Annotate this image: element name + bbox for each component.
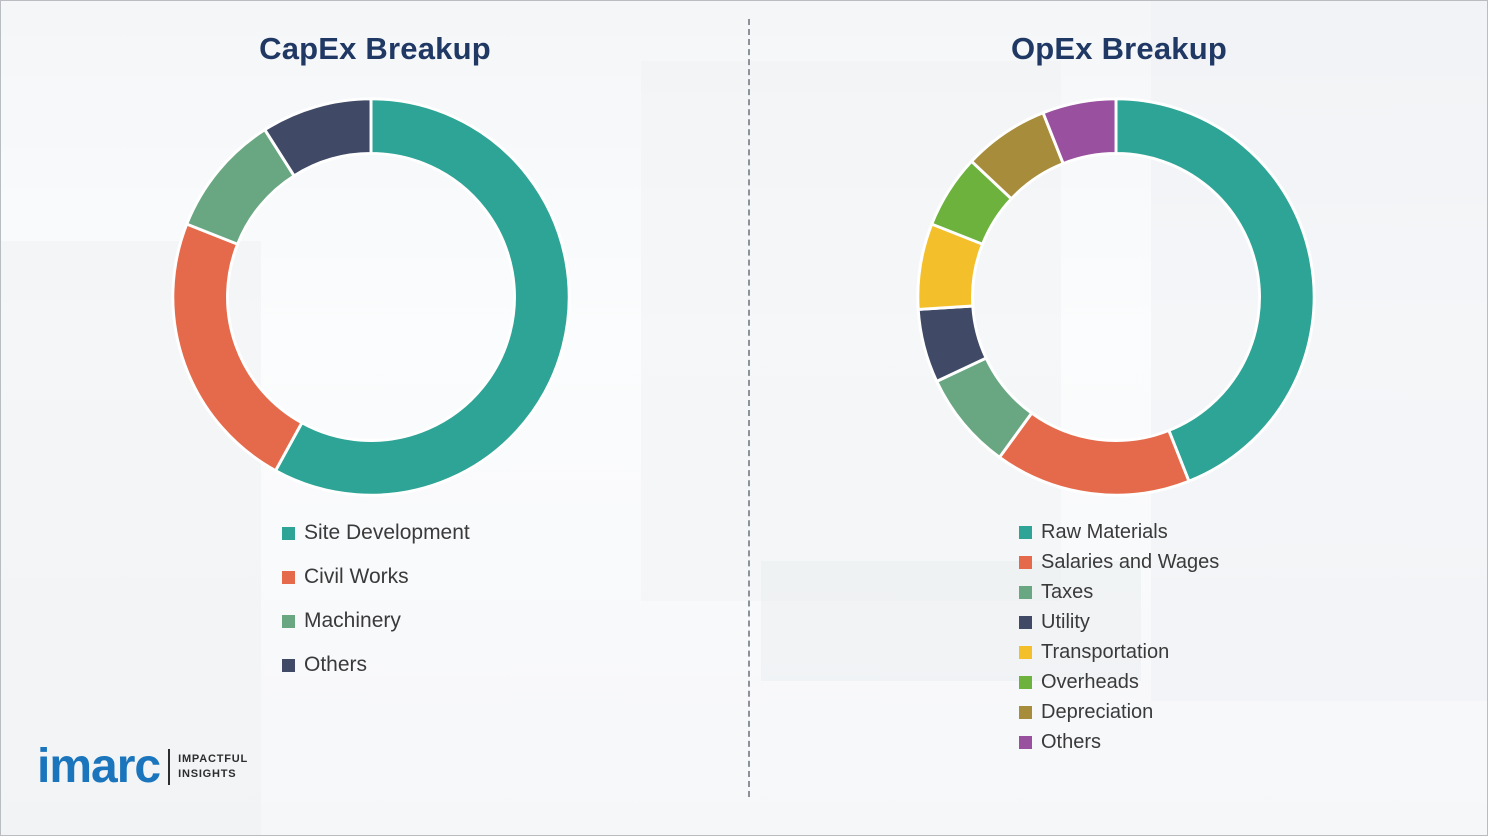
legend-item: Raw Materials	[1019, 517, 1219, 547]
legend-swatch	[1019, 705, 1032, 719]
legend-item: Utility	[1019, 607, 1219, 637]
legend-swatch	[1019, 615, 1032, 629]
legend-swatch	[282, 614, 295, 628]
opex-title: OpEx Breakup	[1010, 31, 1228, 66]
capex-legend: Site Development Civil Works Machinery Othe…	[282, 511, 470, 687]
legend-swatch	[1019, 735, 1032, 749]
legend-swatch	[1019, 555, 1032, 569]
legend-label: Depreciation	[1041, 700, 1154, 723]
panel-divider	[748, 19, 750, 797]
legend-label: Utility	[1041, 610, 1090, 633]
donut-slice-civil-works	[171, 222, 304, 473]
legend-item: Site Development	[282, 511, 470, 555]
logo-tagline-line1: IMPACTFUL	[178, 752, 249, 765]
legend-label: Site Development	[304, 521, 470, 544]
logo-divider-bar	[168, 749, 171, 785]
opex-legend: Raw Materials Salaries and Wages Taxes Util…	[1019, 517, 1219, 757]
legend-label: Salaries and Wages	[1041, 550, 1220, 573]
legend-item: Machinery	[282, 599, 470, 643]
legend-item: Taxes	[1019, 577, 1219, 607]
donut-slice-salaries-and-wages	[998, 411, 1191, 497]
donut-slice-others	[263, 97, 373, 178]
donut-slice-raw-materials	[1114, 97, 1316, 483]
legend-label: Others	[1041, 730, 1102, 753]
capex-title: CapEx Breakup	[259, 31, 491, 66]
imarc-logo: imarc IMPACTFUL INSIGHTS	[37, 743, 248, 791]
legend-label: Others	[304, 653, 368, 676]
legend-label: Overheads	[1041, 670, 1139, 693]
legend-item: Others	[282, 643, 470, 687]
legend-label: Transportation	[1041, 640, 1170, 663]
legend-swatch	[282, 526, 295, 540]
legend-item: Depreciation	[1019, 697, 1219, 727]
donut-slice-others	[1041, 97, 1118, 166]
legend-swatch	[282, 570, 295, 584]
legend-swatch	[1019, 675, 1032, 689]
legend-item: Salaries and Wages	[1019, 547, 1219, 577]
legend-swatch	[1019, 585, 1032, 599]
opex-donut-chart	[916, 97, 1316, 497]
legend-label: Taxes	[1041, 580, 1094, 603]
donut-slice-site-development	[274, 97, 571, 497]
legend-swatch	[282, 658, 295, 672]
legend-swatch	[1019, 525, 1032, 539]
logo-tagline-line2: INSIGHTS	[178, 768, 237, 780]
legend-label: Civil Works	[304, 565, 409, 588]
legend-label: Raw Materials	[1041, 520, 1168, 543]
legend-item: Civil Works	[282, 555, 470, 599]
legend-label: Machinery	[304, 609, 401, 632]
capex-donut-chart	[171, 97, 571, 497]
logo-tagline: IMPACTFUL INSIGHTS	[178, 752, 248, 783]
legend-item: Others	[1019, 727, 1219, 757]
imarc-logo-wordmark: imarc	[37, 740, 161, 793]
legend-item: Overheads	[1019, 667, 1219, 697]
legend-swatch	[1019, 645, 1032, 659]
legend-item: Transportation	[1019, 637, 1219, 667]
